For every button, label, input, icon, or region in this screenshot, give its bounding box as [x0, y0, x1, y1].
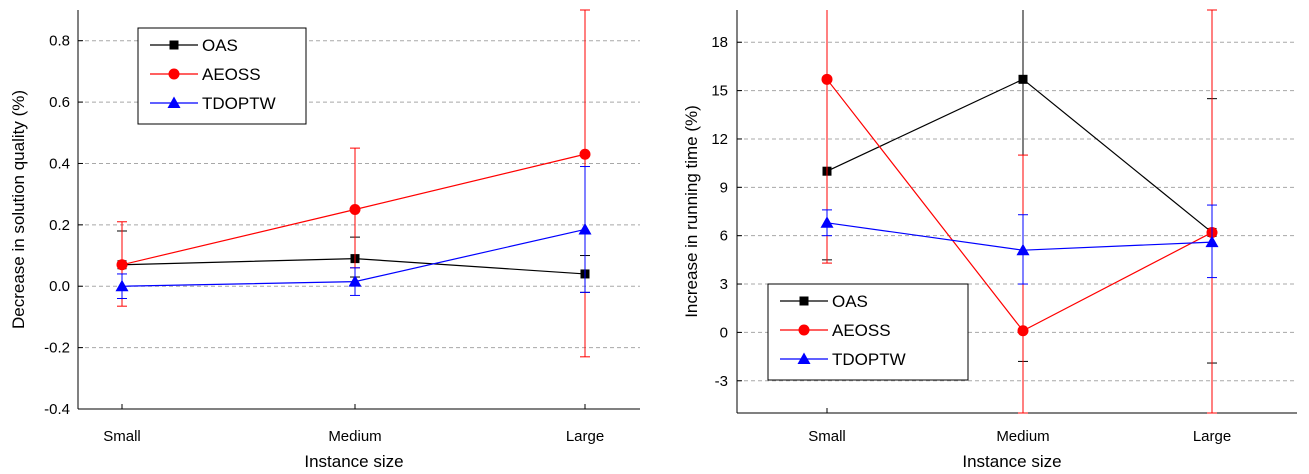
series-line [826, 222, 1213, 251]
data-point-circle [349, 204, 361, 215]
legend-marker-triangle [797, 352, 811, 364]
legend-marker-circle [798, 324, 810, 336]
data-point-circle [116, 259, 128, 271]
y-tick-label: 0.0 [49, 278, 70, 295]
series-line [826, 78, 1213, 233]
legend-label: OAS [202, 36, 238, 55]
y-tick-label: 15 [711, 83, 728, 100]
legend-marker-triangle [167, 96, 181, 108]
y-tick-label: -3 [715, 373, 728, 390]
legend-label: OAS [832, 292, 868, 311]
y-tick-label: -0.2 [44, 340, 70, 357]
y-tick-label: 12 [711, 131, 728, 148]
x-tick-label: Small [808, 428, 846, 445]
data-point-circle [579, 148, 591, 160]
x-tick-label: Large [566, 428, 604, 445]
data-point-triangle [115, 279, 129, 292]
y-tick-label: 0.2 [49, 217, 70, 234]
y-tick-label: 9 [720, 179, 728, 196]
data-point-circle [821, 73, 833, 85]
y-axis-label: Decrease in solution quality (%) [9, 90, 28, 329]
x-tick-label: Medium [996, 428, 1049, 445]
legend-label: TDOPTW [202, 94, 276, 113]
x-tick-label: Medium [328, 428, 381, 445]
legend-marker-circle [168, 68, 180, 80]
y-tick-label: 0.4 [49, 155, 70, 172]
data-point-triangle [1016, 243, 1030, 256]
x-axis-label: Instance size [304, 452, 403, 471]
data-point-triangle [578, 222, 592, 235]
y-tick-label: 3 [720, 276, 728, 293]
legend-box [137, 27, 307, 125]
x-tick-label: Small [103, 428, 141, 445]
data-point-square [1018, 74, 1028, 84]
y-tick-label: 6 [720, 228, 728, 245]
y-tick-label: 18 [711, 34, 728, 51]
x-axis-label: Instance size [962, 452, 1061, 471]
legend-marker-square [799, 296, 809, 306]
data-point-triangle [1205, 235, 1219, 248]
data-point-triangle [820, 216, 834, 228]
legend-label: TDOPTW [832, 350, 906, 369]
chart-right: -3 0 3 6 9 12 15 18 Small Medium Large Instance siz… [682, 9, 1297, 471]
y-tick-label: -0.4 [44, 401, 70, 418]
chart-left: -0.4 -0.2 0.0 0.2 0.4 0.6 0.8 Small Medium Large I… [9, 9, 640, 471]
x-tick-label: Large [1193, 428, 1231, 445]
y-tick-label: 0 [720, 324, 728, 341]
y-tick-label: 0.6 [49, 94, 70, 111]
y-tick-label: 0.8 [49, 33, 70, 50]
legend-label: AEOSS [202, 65, 261, 84]
legend-marker-square [169, 40, 179, 50]
y-axis-label: Increase in running time (%) [682, 105, 701, 318]
legend-label: AEOSS [832, 321, 891, 340]
data-point-triangle [348, 275, 362, 287]
data-point-circle [1017, 325, 1029, 337]
